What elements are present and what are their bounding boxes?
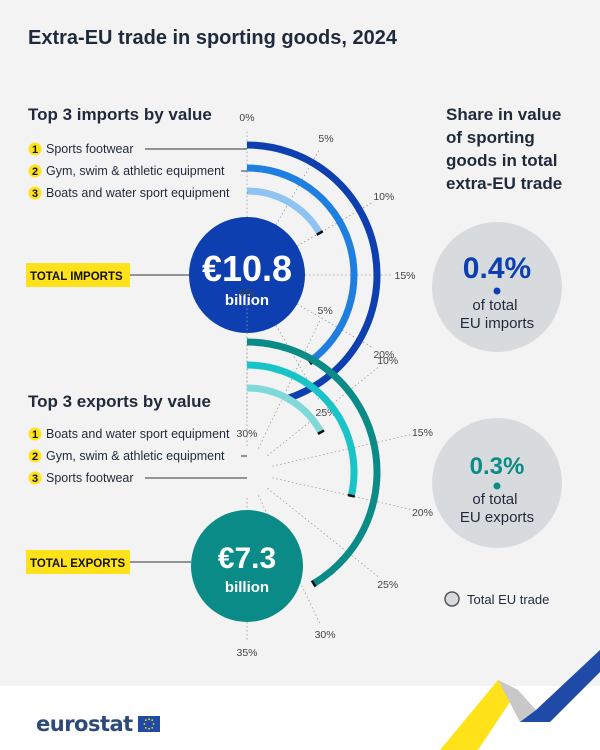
exports-chart: Top 3 exports by value 0% 5% 10% 15% 20% 25% 30… (26, 287, 433, 659)
category-label: Boats and water sport equipment (46, 186, 230, 200)
rank-number: 3 (32, 188, 38, 200)
exports-share-dot (493, 482, 501, 490)
bar-arc-3 (246, 187, 323, 235)
axis-tick-label: 5% (318, 305, 333, 317)
total-unit: billion (225, 292, 269, 309)
rank-number: 1 (32, 144, 38, 156)
axis-tick-label: 15% (412, 427, 433, 439)
rank-badge (28, 142, 42, 156)
bar-arc-2 (246, 164, 358, 365)
imports-share-dot (493, 287, 501, 295)
exports-share-value: 0.3% (470, 453, 525, 480)
axis-tick-label: 25% (377, 579, 398, 591)
eurostat-logo: eurostat (36, 712, 133, 736)
axis-tick-label: 0% (239, 112, 254, 124)
rank-number: 1 (32, 429, 38, 441)
total-circle (189, 217, 305, 333)
rank-number: 3 (32, 473, 38, 485)
category-label: Gym, swim & athletic equipment (46, 449, 225, 463)
imports-chart: Top 3 imports by value 0% 5% 10% 15% 20% 2 5% 3 0… (26, 105, 416, 440)
axis-tick-label: 20% (373, 349, 394, 361)
total-value: €7.3 (218, 542, 276, 575)
axis-tick-label: 5% (318, 133, 333, 145)
exports-share-circle: 0.3% of total EU exports (432, 418, 562, 548)
bar-arc-2 (246, 361, 358, 497)
eu-flag-icon (138, 716, 160, 732)
total-circle (191, 510, 303, 622)
rank-number: 2 (32, 166, 38, 178)
category-label: Gym, swim & athletic equipment (46, 164, 225, 178)
imports-share-caption: of total EU imports (460, 297, 534, 332)
bar-arc-3 (246, 384, 325, 434)
axis-tick-line (272, 477, 411, 510)
exports-share-caption: of total EU exports (460, 491, 534, 526)
axis-tick-label: 15% (394, 270, 415, 282)
legend-label: Total EU trade (467, 592, 549, 607)
rank-badge (28, 164, 42, 178)
legend-total-eu-trade: Total EU trade (444, 591, 549, 607)
total-value: €10.8 (202, 248, 292, 289)
chart-title: Top 3 exports by value (28, 392, 211, 411)
axis-tick-label: 35% (236, 647, 257, 659)
rank-badge (28, 471, 42, 485)
rank-badge (28, 449, 42, 463)
axis-tick-label: 30% (315, 629, 336, 641)
bar-end-marker-3 (317, 429, 325, 435)
bar-end-marker-3 (316, 230, 324, 236)
category-label: Sports footwear (46, 142, 134, 156)
page-title: Extra-EU trade in sporting goods, 2024 (28, 27, 398, 49)
axis-tick-label: 0% (239, 287, 254, 299)
rank-badge (28, 186, 42, 200)
total-badge (26, 550, 130, 574)
axis-tick-line (272, 434, 411, 467)
total-badge (26, 263, 130, 287)
total-unit: billion (225, 579, 269, 596)
category-label: Boats and water sport equipment (46, 427, 230, 441)
category-label: Sports footwear (46, 471, 134, 485)
rank-number: 2 (32, 451, 38, 463)
decorative-ribbon (440, 650, 600, 750)
axis-tick-label: 10% (377, 355, 398, 367)
total-badge-label: TOTAL IMPORTS (30, 271, 123, 283)
axis-tick-label: 20% (412, 507, 433, 519)
share-heading: Share in value of sporting goods in tota… (446, 105, 566, 193)
bar-arc-1 (246, 338, 381, 587)
imports-share-circle: 0.4% of total EU imports (432, 222, 562, 352)
bar-end-marker-1 (310, 579, 317, 588)
chart-title: Top 3 imports by value (28, 105, 212, 124)
bar-end-marker-2 (347, 493, 356, 498)
rank-badge (28, 427, 42, 441)
axis-tick-label: 10% (373, 191, 394, 203)
total-badge-label: TOTAL EXPORTS (30, 558, 126, 570)
imports-share-value: 0.4% (463, 252, 531, 285)
